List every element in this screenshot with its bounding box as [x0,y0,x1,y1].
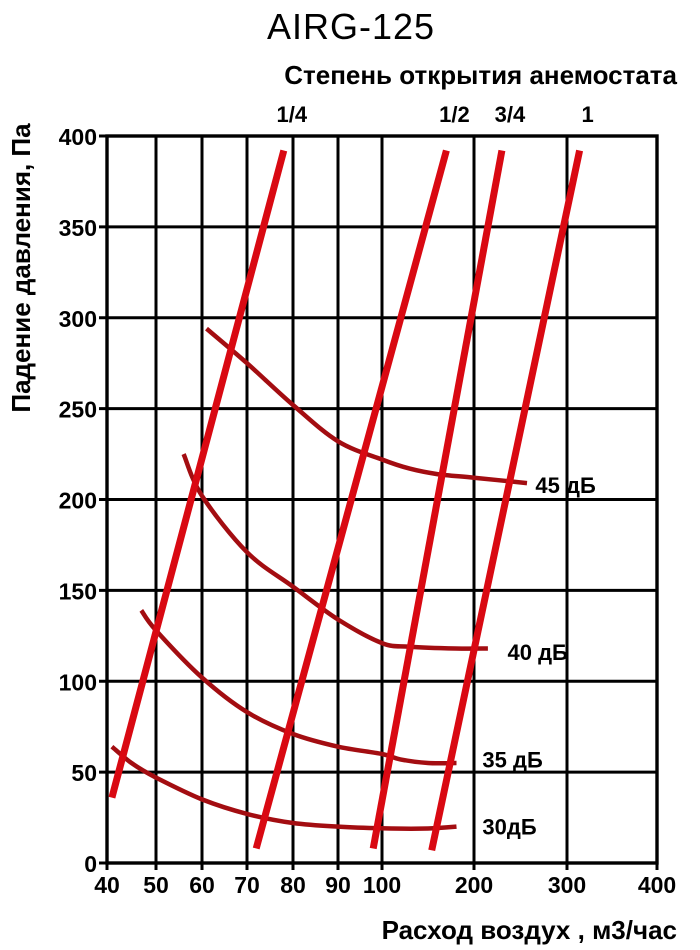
y-tick-label: 50 [71,760,97,786]
y-tick-label: 150 [59,578,97,604]
opening-line [108,149,288,799]
tick-and-series-labels: 40 50 60 70 80 90 100 200 300 400 0 50 100 150 200 250 3… [59,102,677,898]
y-tick-label: 300 [59,306,97,332]
noise-curve [139,609,457,766]
page-title: AIRG-125 [267,6,435,47]
y-tick-label: 400 [59,124,97,150]
y-axis-title: Падение давления, Па [6,123,36,413]
x-tick-label: 100 [363,872,401,898]
opening-line [428,149,584,852]
noise-curve [181,453,488,651]
noise-curve-label: 30дБ [482,815,536,840]
gridlines [99,134,659,870]
noise-curve-label: 40 дБ [508,640,569,665]
noise-curve [205,326,528,486]
opening-line-label: 1/4 [277,102,308,127]
opening-line-label: 1/2 [439,102,470,127]
y-tick-label: 200 [59,488,97,514]
y-tick-label: 0 [84,851,97,877]
data-series [108,149,584,852]
x-tick-label: 300 [548,872,586,898]
x-tick-label: 90 [325,872,351,898]
x-tick-label: 200 [455,872,493,898]
opening-line-label: 1 [581,102,593,127]
opening-line [369,149,506,850]
opening-line [252,149,450,850]
noise-curve-label: 35 дБ [482,747,543,772]
y-tick-label: 100 [59,669,97,695]
plot-border [105,134,659,865]
opening-line-label: 3/4 [495,102,526,127]
x-axis-title: Расход воздух , м3/час [382,915,677,945]
top-axis-title: Степень открытия анемостата [284,60,677,90]
x-tick-label: 40 [94,872,120,898]
x-tick-label: 80 [280,872,306,898]
x-tick-label: 50 [143,872,169,898]
noise-curve-label: 45 дБ [535,473,596,498]
y-tick-label: 250 [59,397,97,423]
y-tick-label: 350 [59,215,97,241]
noise-curve [110,744,457,831]
x-tick-label: 70 [234,872,260,898]
x-tick-label: 60 [189,872,215,898]
x-tick-label: 400 [638,872,676,898]
